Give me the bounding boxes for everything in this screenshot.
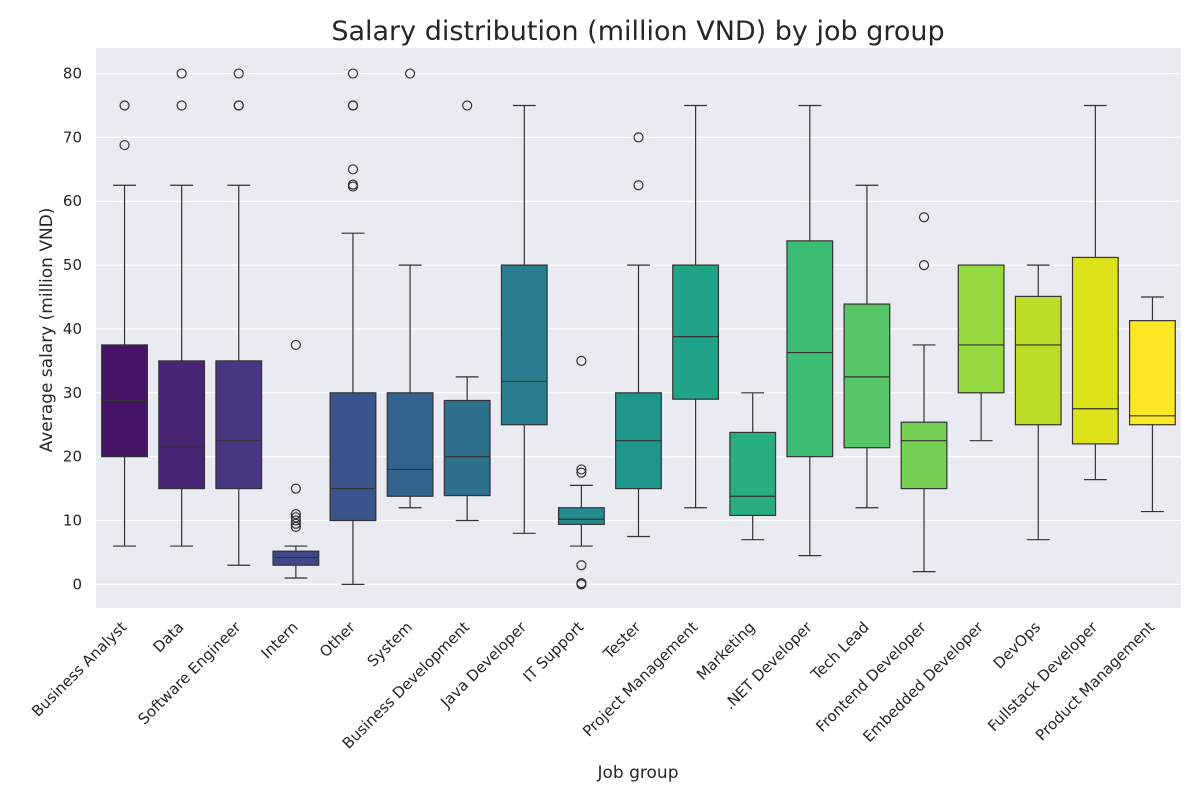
outlier-point xyxy=(119,139,130,151)
box xyxy=(672,264,720,400)
x-tick-label: Data xyxy=(149,618,187,656)
x-tick-label: Software Engineer xyxy=(134,618,245,729)
x-tick-label: IT Support xyxy=(520,618,588,686)
outlier-point xyxy=(462,100,473,111)
outlier-point xyxy=(633,132,644,143)
box xyxy=(500,264,548,426)
outlier-point xyxy=(576,464,587,475)
chart-title: Salary distribution (million VND) by job… xyxy=(331,16,944,47)
outlier-point xyxy=(918,212,930,223)
y-tick-label: 20 xyxy=(63,448,82,466)
x-axis-label: Job group xyxy=(597,763,679,783)
outlier-point xyxy=(290,512,301,523)
y-tick-label: 30 xyxy=(63,384,82,402)
box xyxy=(1014,295,1062,426)
outlier-point xyxy=(347,100,359,111)
box xyxy=(443,399,491,497)
box-group xyxy=(386,68,434,509)
outlier-point xyxy=(290,483,301,494)
outlier-point xyxy=(290,509,301,520)
y-axis-ticks: 0 10 20 30 40 50 60 70 80 xyxy=(63,65,82,594)
box-group xyxy=(272,339,320,579)
x-tick-label: Business Analyst xyxy=(28,618,130,720)
box-group xyxy=(101,100,148,547)
box xyxy=(215,360,263,490)
box xyxy=(386,392,434,497)
box-group xyxy=(672,104,720,509)
x-tick-label: Other xyxy=(316,618,359,661)
y-tick-label: 40 xyxy=(63,320,82,338)
boxes xyxy=(101,68,1176,590)
box xyxy=(843,303,891,449)
box-group xyxy=(786,104,834,557)
box-group xyxy=(900,212,948,573)
y-tick-label: 70 xyxy=(63,128,82,146)
outlier-point xyxy=(233,68,244,79)
outlier-point xyxy=(347,68,359,79)
x-tick-label: Product Management xyxy=(1032,618,1158,744)
box xyxy=(1071,256,1119,445)
box-group xyxy=(615,132,662,538)
outlier-point xyxy=(233,100,244,111)
box-group xyxy=(843,184,891,509)
box-group xyxy=(1071,104,1119,481)
x-tick-label: System xyxy=(364,618,416,670)
y-axis-label: Average salary (million VND) xyxy=(37,208,57,453)
box xyxy=(272,550,320,566)
x-tick-label: Frontend Developer xyxy=(812,618,930,736)
box xyxy=(900,421,948,490)
x-tick-label: Tester xyxy=(599,618,645,664)
x-tick-label: Project Management xyxy=(579,618,701,740)
outlier-point xyxy=(633,180,644,191)
box-group xyxy=(1129,296,1176,513)
y-tick-label: 0 xyxy=(72,575,82,593)
box xyxy=(786,240,834,458)
outlier-point xyxy=(176,68,187,79)
x-tick-label: Fullstack Developer xyxy=(984,618,1102,736)
box-group xyxy=(957,264,1005,442)
box-group xyxy=(500,104,548,534)
outlier-point xyxy=(176,100,187,111)
box-group xyxy=(1014,264,1062,541)
outlier-point xyxy=(576,355,587,366)
x-tick-label: DevOps xyxy=(990,618,1044,672)
box-group xyxy=(557,355,605,590)
box-group xyxy=(729,392,777,541)
box-group xyxy=(443,100,491,522)
outlier-point xyxy=(119,100,130,111)
outlier-point xyxy=(576,467,587,478)
outlier-point xyxy=(290,339,301,351)
x-tick-label: Intern xyxy=(258,618,302,662)
y-tick-label: 10 xyxy=(63,512,82,530)
outlier-point xyxy=(576,560,587,571)
outlier-point xyxy=(918,260,930,271)
y-tick-label: 50 xyxy=(63,256,82,274)
box xyxy=(158,360,206,490)
box xyxy=(1129,320,1176,426)
box xyxy=(729,431,777,517)
y-tick-label: 80 xyxy=(63,65,82,83)
outlier-point xyxy=(576,577,587,589)
outlier-point xyxy=(290,515,301,526)
box xyxy=(329,392,377,522)
outlier-point xyxy=(347,179,359,190)
box xyxy=(557,507,605,525)
box-group xyxy=(158,68,206,547)
box xyxy=(957,264,1005,394)
outlier-point xyxy=(404,68,416,79)
box-group xyxy=(329,68,377,585)
outlier-point xyxy=(347,164,359,175)
box-group xyxy=(215,68,263,566)
y-tick-label: 60 xyxy=(63,192,82,210)
